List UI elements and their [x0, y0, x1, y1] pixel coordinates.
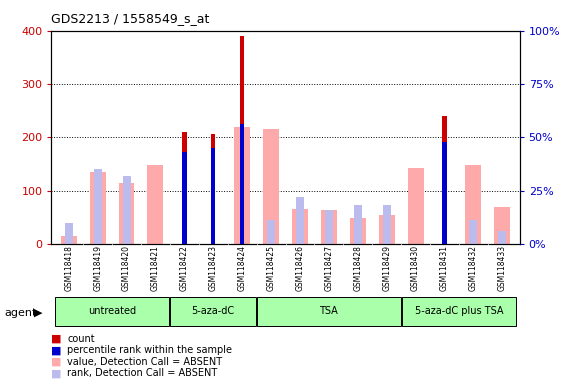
Text: GSM118422: GSM118422: [180, 245, 189, 291]
Bar: [379, 215, 395, 244]
Bar: [383, 205, 391, 244]
Bar: [240, 36, 244, 244]
Text: GSM118426: GSM118426: [295, 245, 304, 291]
Text: percentile rank within the sample: percentile rank within the sample: [67, 345, 232, 355]
Text: ■: ■: [51, 368, 62, 378]
Text: GSM118429: GSM118429: [382, 245, 391, 291]
Bar: [211, 134, 215, 244]
Bar: [469, 220, 477, 244]
Bar: [65, 223, 73, 244]
Text: ■: ■: [51, 345, 62, 355]
Bar: [90, 172, 106, 244]
Bar: [292, 209, 308, 244]
Bar: [55, 297, 170, 326]
Bar: [182, 152, 187, 244]
Bar: [61, 236, 77, 244]
Bar: [401, 297, 516, 326]
Bar: [498, 231, 506, 244]
Text: GSM118425: GSM118425: [267, 245, 276, 291]
Text: GSM118419: GSM118419: [93, 245, 102, 291]
Bar: [296, 197, 304, 244]
Text: GSM118420: GSM118420: [122, 245, 131, 291]
Bar: [494, 207, 510, 244]
Text: TSA: TSA: [320, 306, 338, 316]
Text: GSM118431: GSM118431: [440, 245, 449, 291]
Bar: [147, 165, 163, 244]
Bar: [267, 220, 275, 244]
Text: GDS2213 / 1558549_s_at: GDS2213 / 1558549_s_at: [51, 12, 210, 25]
Text: untreated: untreated: [88, 306, 136, 316]
Bar: [443, 142, 447, 244]
Bar: [182, 132, 187, 244]
Text: 5-aza-dC plus TSA: 5-aza-dC plus TSA: [415, 306, 503, 316]
Bar: [354, 205, 362, 244]
Text: ■: ■: [51, 357, 62, 367]
Text: GSM118424: GSM118424: [238, 245, 247, 291]
Text: GSM118428: GSM118428: [353, 245, 362, 291]
Bar: [443, 116, 447, 244]
Bar: [465, 165, 481, 244]
Text: value, Detection Call = ABSENT: value, Detection Call = ABSENT: [67, 357, 223, 367]
Text: GSM118432: GSM118432: [469, 245, 478, 291]
Text: rank, Detection Call = ABSENT: rank, Detection Call = ABSENT: [67, 368, 218, 378]
Text: ■: ■: [51, 334, 62, 344]
Text: GSM118423: GSM118423: [209, 245, 218, 291]
Bar: [263, 129, 279, 244]
Text: GSM118418: GSM118418: [64, 245, 73, 291]
Bar: [408, 168, 424, 244]
Bar: [321, 210, 337, 244]
Bar: [325, 210, 333, 244]
Bar: [350, 218, 365, 244]
Text: GSM118427: GSM118427: [324, 245, 333, 291]
Text: ▶: ▶: [34, 308, 43, 318]
Text: count: count: [67, 334, 95, 344]
Bar: [240, 124, 244, 244]
Bar: [123, 175, 131, 244]
Text: 5-aza-dC: 5-aza-dC: [192, 306, 235, 316]
Text: GSM118421: GSM118421: [151, 245, 160, 291]
Bar: [171, 297, 256, 326]
Text: GSM118433: GSM118433: [498, 245, 507, 291]
Bar: [94, 169, 102, 244]
Text: GSM118430: GSM118430: [411, 245, 420, 291]
Bar: [119, 182, 135, 244]
Bar: [234, 127, 250, 244]
Bar: [211, 148, 215, 244]
Text: agent: agent: [5, 308, 37, 318]
Bar: [257, 297, 400, 326]
